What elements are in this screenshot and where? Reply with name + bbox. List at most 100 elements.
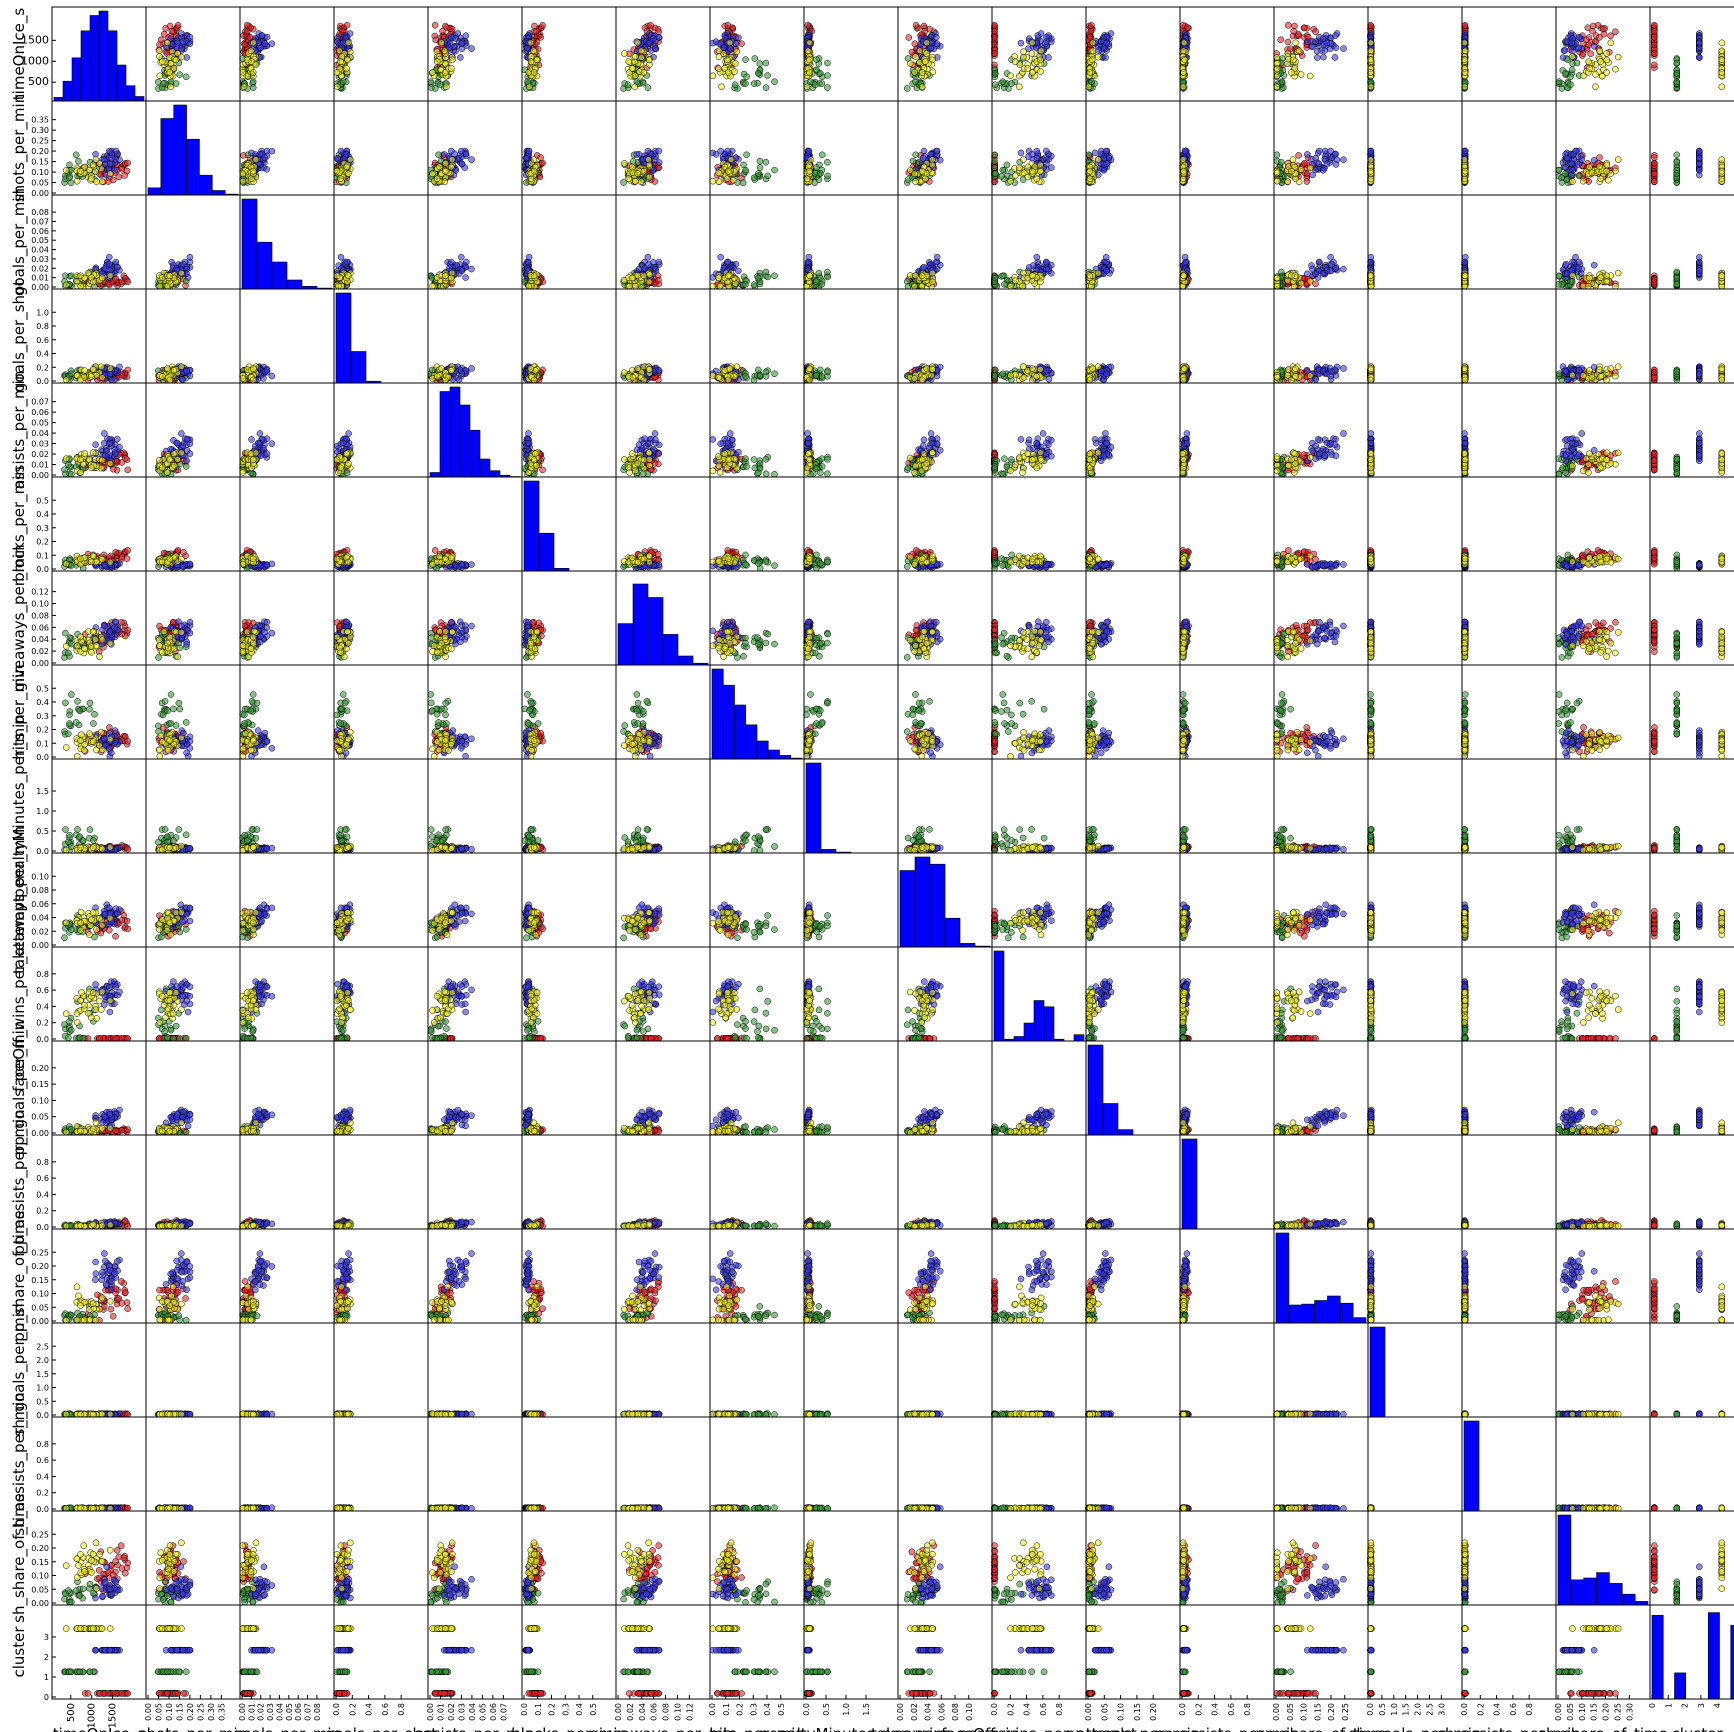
scatter-point <box>806 69 813 76</box>
panel-timeonice-s-vs-pp-share-of-time <box>1273 6 1369 102</box>
scatter-point <box>1273 72 1281 80</box>
scatter-point <box>333 167 341 175</box>
scatter-point <box>1651 22 1658 29</box>
scatter-point <box>112 275 119 283</box>
scatter-point <box>1651 178 1658 185</box>
scatter-point <box>539 22 546 29</box>
scatter-point <box>1461 22 1469 29</box>
scatter-point <box>1367 156 1375 163</box>
scatter-point <box>1331 54 1339 61</box>
scatter-point <box>742 56 749 63</box>
scatter-point <box>1301 24 1308 31</box>
scatter-point <box>441 272 449 280</box>
scatter-point <box>1016 164 1023 172</box>
scatter-point <box>992 170 999 177</box>
scatter-point <box>742 80 749 87</box>
scatter-point <box>625 58 632 65</box>
scatter-point <box>1367 83 1375 91</box>
scatter-point <box>243 22 251 29</box>
scatter-point <box>1562 69 1569 77</box>
scatter-point <box>112 258 120 266</box>
scatter-point <box>1273 151 1281 159</box>
scatter-point <box>523 154 530 162</box>
scatter-point <box>637 178 645 185</box>
scatter-point <box>920 147 928 155</box>
scatter-point <box>458 253 465 261</box>
scatter-point <box>1273 60 1281 67</box>
scatter-point <box>738 40 745 47</box>
scatter-point <box>429 69 436 76</box>
scatter-point <box>462 32 470 39</box>
scatter-point <box>1020 48 1027 55</box>
scatter-point <box>624 81 632 88</box>
scatter-point <box>715 178 723 185</box>
scatter-point <box>104 280 112 288</box>
scatter-point <box>334 83 341 91</box>
scatter-point <box>1292 39 1299 47</box>
histogram-bar <box>160 118 175 196</box>
scatter-point <box>1568 66 1576 74</box>
scatter-point <box>439 27 446 35</box>
scatter-point <box>433 175 441 182</box>
histogram-bar <box>62 80 73 102</box>
scatter-point <box>1095 47 1102 54</box>
scatter-point <box>1603 56 1611 64</box>
panels-layer <box>51 6 1734 1700</box>
scatter-point <box>239 170 247 178</box>
scatter-point <box>1461 47 1469 55</box>
scatter-point <box>929 156 936 163</box>
scatter-point <box>918 83 926 91</box>
scatter-point <box>1651 159 1658 167</box>
scatter-point <box>118 165 126 173</box>
scatter-point <box>1316 147 1323 155</box>
scatter-point <box>655 258 663 266</box>
scatter-point <box>1103 39 1110 47</box>
scatter-point <box>1043 147 1050 155</box>
scatter-point <box>343 22 351 29</box>
scatter-point <box>180 260 187 268</box>
scatter-point <box>77 272 84 280</box>
scatter-point <box>339 78 347 85</box>
panel-shots-per-min-vs-pp-share-of-time <box>1273 100 1369 196</box>
scatter-point <box>755 69 762 77</box>
scatter-point <box>640 69 648 76</box>
scatter-point <box>98 274 106 282</box>
scatter-point <box>1295 47 1303 55</box>
scatter-point <box>1297 71 1305 78</box>
scatter-point <box>77 167 84 175</box>
scatter-point <box>106 147 113 155</box>
scatter-point <box>343 163 350 171</box>
scatter-point <box>1340 45 1347 52</box>
scatter-point <box>1332 161 1340 168</box>
panel-shots-per-min-vs-takeaways-per-min <box>897 100 993 196</box>
scatter-point <box>448 147 455 155</box>
scatter-point <box>1323 39 1331 47</box>
scatter-point <box>1651 34 1658 41</box>
scatter-point <box>98 178 106 185</box>
scatter-point <box>1673 69 1681 77</box>
scatter-point <box>118 278 126 285</box>
scatter-point <box>527 58 535 65</box>
scatter-point <box>1295 152 1302 159</box>
scatter-point <box>1696 147 1703 155</box>
scatter-point <box>724 147 731 155</box>
scatter-point <box>347 156 354 163</box>
scatter-point <box>173 39 181 47</box>
scatter-point <box>824 172 831 180</box>
scatter-point <box>455 154 463 162</box>
scatter-point <box>905 34 913 41</box>
scatter-point <box>923 50 931 57</box>
scatter-point <box>1103 160 1110 168</box>
scatter-point <box>178 53 185 61</box>
scatter-point <box>457 54 464 61</box>
scatter-point <box>644 147 652 155</box>
scatter-point <box>724 22 732 29</box>
scatter-point <box>1596 47 1603 55</box>
panel-shots-per-min-vs-goals-per-shot <box>333 100 429 196</box>
scatter-point <box>268 40 276 47</box>
scatter-point <box>1181 56 1189 64</box>
scatter-point <box>918 69 926 76</box>
scatter-point <box>1087 27 1095 35</box>
scatter-point <box>527 39 535 47</box>
scatter-point <box>805 147 813 155</box>
